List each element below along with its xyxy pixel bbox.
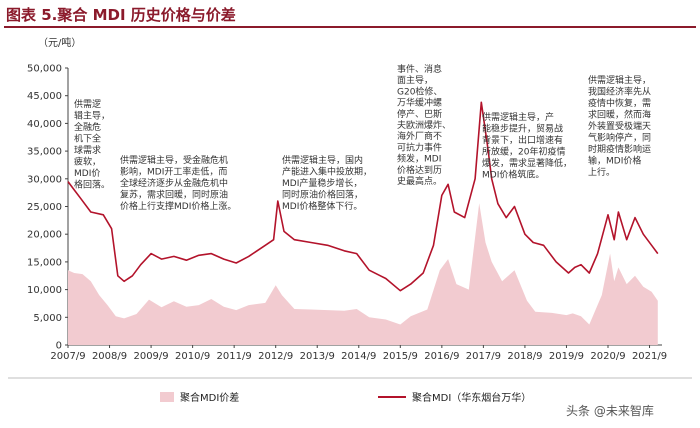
watermark: 头条 @未来智库 xyxy=(566,403,654,418)
annotation-line: G20检修、 xyxy=(397,85,442,97)
annotation-line: MDI价格筑底。 xyxy=(482,169,544,181)
price-line-layer xyxy=(67,101,659,292)
annotation-line: 球需求 xyxy=(74,144,101,156)
annotation-line: 供需逻辑主导， xyxy=(588,74,651,86)
annotation-line: 影响，MDI开工率走低，而 xyxy=(120,166,227,178)
y-unit-label: （元/吨） xyxy=(38,36,81,49)
legend-swatch-area xyxy=(160,392,174,402)
annotation-text: 供需逻辑主导，全融危机下全球需求疲软， MDI价格回落。 xyxy=(74,98,110,191)
annotation-line: 疫情中恢复，需 xyxy=(588,97,651,109)
annotation-line: 事件、消息 xyxy=(397,63,442,75)
annotations: 供需逻辑主导，全融危机下全球需求疲软， MDI价格回落。供需逻辑主导，受金融危机影… xyxy=(74,63,651,212)
annotation-line: 供需逻辑主导，受金融危机 xyxy=(120,154,228,166)
x-tick-label: 2013/9 xyxy=(300,351,335,362)
annotation-line: MDI价 xyxy=(74,168,100,179)
annotation-line: MDI产量稳步增长， xyxy=(282,177,362,189)
annotation-line: 可抗力事件 xyxy=(397,141,442,153)
annotation-line: 背景下，出口增速有 xyxy=(482,134,563,146)
x-tick-label: 2011/9 xyxy=(217,351,252,362)
annotation-line: 机下全 xyxy=(74,133,101,145)
annotation-line: 海外厂商不 xyxy=(397,130,442,142)
spread-area xyxy=(68,203,658,345)
legend-label: 聚合MDI（华东烟台万华） xyxy=(412,391,531,404)
annotation-line: 供需逻辑主导，产 xyxy=(482,111,554,123)
annotation-line: 所放缓，20年初疫情 xyxy=(482,146,565,158)
x-tick-label: 2008/9 xyxy=(92,351,127,362)
annotation-line: 供需逻辑主导，国内 xyxy=(282,154,363,166)
annotation-line: 复苏，需求回暖，同时原油 xyxy=(120,189,228,201)
annotation-text: 供需逻辑主导，产能稳步提升，贸易战背景下，出口增速有所放缓，20年初疫情爆发，需… xyxy=(482,111,572,181)
annotation-line: 辑主导， xyxy=(74,110,110,122)
x-tick-label: 2017/9 xyxy=(466,351,501,362)
annotation-text: 供需逻辑主导，国内产能进入集中投放期， MDI产量稳步增长，同时原油价格回落， MD… xyxy=(282,154,372,212)
annotation-line: 爆发，需求显著降低， xyxy=(482,157,572,169)
annotation-line: 夫欧洲爆炸、 xyxy=(397,119,451,131)
annotation-line: 时期疫情影响运 xyxy=(588,143,651,155)
annotation-line: 求回暖，然而海 xyxy=(588,109,651,121)
x-tick-label: 2009/9 xyxy=(133,351,168,362)
annotation-line: 史最高点。 xyxy=(397,175,442,187)
annotation-text: 供需逻辑主导，受金融危机影响，MDI开工率走低，而全球经济逐步从金融危机中复苏，… xyxy=(120,154,236,212)
y-tick-label: 10,000 xyxy=(27,285,62,296)
annotation-line: 气影响停产，同 xyxy=(588,132,651,144)
legend: 聚合MDI价差 聚合MDI（华东烟台万华） xyxy=(8,377,692,404)
x-tick-label: 2018/9 xyxy=(507,351,542,362)
y-tick-label: 45,000 xyxy=(27,91,62,102)
y-tick-label: 15,000 xyxy=(27,257,62,268)
y-tick-label: 50,000 xyxy=(27,64,62,75)
annotation-line: 全球经济逐步从金融危机中 xyxy=(120,177,228,189)
price-line xyxy=(67,101,659,292)
annotation-line: 价格上行支撑MDI价格上涨。 xyxy=(120,200,236,212)
annotation-line: 面主导， xyxy=(397,74,433,86)
annotation-line: 同时原油价格回落， xyxy=(282,189,363,201)
annotation-text: 事件、消息面主导， G20检修、万华缓冲螺停产、巴斯夫欧洲爆炸、海外厂商不可抗力事… xyxy=(397,63,451,187)
y-tick-label: 5,000 xyxy=(33,313,62,324)
annotation-line: 供需逻 xyxy=(74,98,101,110)
annotation-line: 产能进入集中投放期， xyxy=(282,166,372,178)
x-tick-label: 2016/9 xyxy=(424,351,459,362)
annotation-line: 上行。 xyxy=(588,166,615,178)
x-tick-label: 2015/9 xyxy=(383,351,418,362)
legend-label: 聚合MDI价差 xyxy=(180,391,239,404)
x-tick-label: 2021/9 xyxy=(632,351,667,362)
annotation-line: 万华缓冲螺 xyxy=(397,97,442,109)
annotation-line: 价格达到历 xyxy=(397,164,442,176)
annotation-line: 输，MDI价格 xyxy=(588,155,641,167)
annotation-line: 停产、巴斯 xyxy=(397,108,442,120)
y-tick-label: 30,000 xyxy=(27,174,62,185)
annotation-line: 全融危 xyxy=(74,121,101,133)
x-tick-label: 2014/9 xyxy=(341,351,376,362)
annotation-line: 我国经济率先从 xyxy=(588,86,651,98)
annotation-line: 频发，MDI xyxy=(397,153,441,165)
annotation-line: 外装置受极端天 xyxy=(588,120,651,132)
annotation-line: 格回落。 xyxy=(74,179,110,191)
chart-title: 图表 5.聚合 MDI 历史价格与价差 xyxy=(6,6,236,24)
annotation-line: 能稳步提升，贸易战 xyxy=(482,123,563,135)
y-tick-label: 0 xyxy=(56,341,62,352)
spread-area-layer xyxy=(68,203,658,345)
y-tick-label: 25,000 xyxy=(27,202,62,213)
annotation-line: 疲软， xyxy=(74,156,101,168)
title-bar: 图表 5.聚合 MDI 历史价格与价差 xyxy=(4,2,696,28)
y-tick-label: 20,000 xyxy=(27,230,62,241)
y-tick-label: 35,000 xyxy=(27,147,62,158)
x-tick-label: 2019/9 xyxy=(549,351,584,362)
annotation-line: MDI价格整体下行。 xyxy=(282,200,362,212)
y-tick-label: 40,000 xyxy=(27,119,62,130)
x-tick-label: 2007/9 xyxy=(50,351,85,362)
x-tick-label: 2020/9 xyxy=(590,351,625,362)
x-tick-label: 2012/9 xyxy=(258,351,293,362)
x-tick-label: 2010/9 xyxy=(175,351,210,362)
annotation-text: 供需逻辑主导，我国经济率先从疫情中恢复，需求回暖，然而海外装置受极端天气影响停产… xyxy=(588,74,651,178)
